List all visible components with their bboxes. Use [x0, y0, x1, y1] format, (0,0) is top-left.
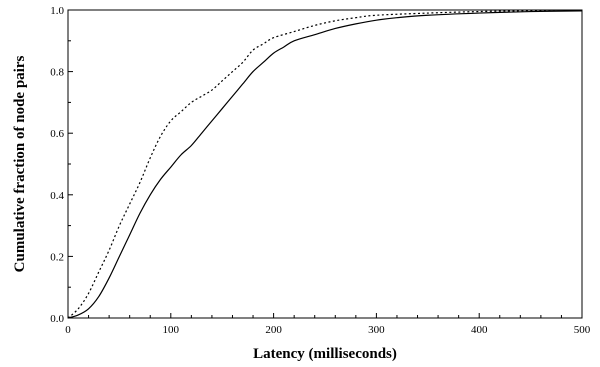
- y-tick-label: 0.2: [50, 251, 64, 263]
- y-tick-label: 0.6: [50, 128, 64, 140]
- y-tick-label: 0.0: [50, 313, 64, 325]
- x-tick-label: 200: [265, 324, 282, 336]
- axis-ticks: [67, 9, 583, 319]
- x-axis-title: Latency (milliseconds): [253, 346, 397, 362]
- x-tick-label: 100: [163, 324, 180, 336]
- y-tick-label: 1.0: [50, 5, 64, 17]
- plot-series: [67, 9, 583, 319]
- plot-frame: [67, 9, 583, 319]
- tick-labels: 0 100 200 300 400 500 0.0 0.2 0.4 0.6 0.8 1.0: [50, 5, 591, 336]
- x-tick-label: 500: [574, 324, 591, 336]
- x-tick-label: 400: [471, 324, 488, 336]
- solid-cdf-line: [67, 10, 583, 319]
- y-tick-label: 0.8: [50, 67, 64, 79]
- y-axis-title: Cumulative fraction of node pairs: [12, 56, 28, 273]
- y-tick-label: 0.4: [50, 190, 64, 202]
- dotted-cdf-line: [67, 9, 562, 319]
- x-tick-label: 0: [65, 324, 71, 336]
- x-tick-label: 300: [368, 324, 385, 336]
